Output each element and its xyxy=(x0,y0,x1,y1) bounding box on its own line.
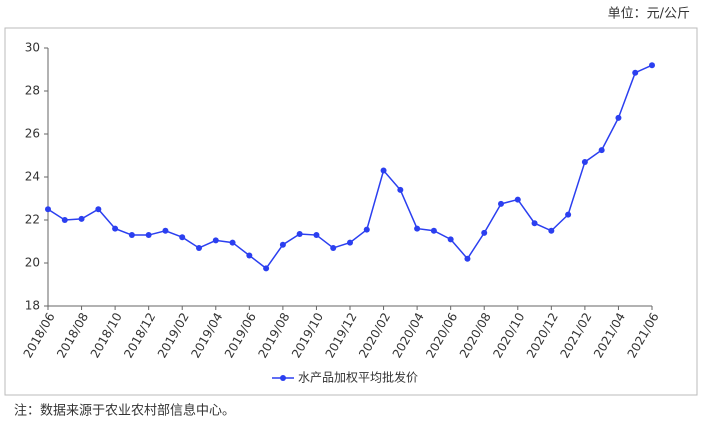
data-point xyxy=(279,241,286,248)
data-point xyxy=(45,206,51,213)
x-tick-label: 2019/08 xyxy=(255,310,292,360)
data-point xyxy=(565,211,572,218)
data-point xyxy=(548,227,555,234)
unit-label: 单位：元/公斤 xyxy=(608,7,690,22)
y-tick-label: 18 xyxy=(25,299,40,313)
data-line xyxy=(47,64,653,270)
y-tick-label: 24 xyxy=(25,170,40,184)
legend-label: 水产品加权平均批发价 xyxy=(298,370,418,385)
x-tick-label: 2021/04 xyxy=(591,310,628,360)
x-tick-label: 2020/04 xyxy=(390,310,427,360)
data-point xyxy=(347,239,353,246)
data-point xyxy=(296,230,303,237)
y-tick-label: 30 xyxy=(25,41,40,55)
data-point xyxy=(179,234,186,241)
x-tick-label: 2019/04 xyxy=(188,310,225,360)
data-point xyxy=(615,114,622,121)
data-point xyxy=(112,225,119,232)
footnote: 注：数据来源于农业农村部信息中心。 xyxy=(14,403,235,419)
x-tick-label: 2021/02 xyxy=(557,310,594,360)
data-point xyxy=(263,265,270,272)
data-point xyxy=(498,200,504,207)
data-point xyxy=(313,232,320,239)
y-tick-label: 22 xyxy=(25,213,40,227)
data-point xyxy=(581,158,588,165)
x-tick-label: 2020/02 xyxy=(356,310,393,360)
data-point xyxy=(61,217,68,223)
data-point xyxy=(145,232,152,239)
data-point xyxy=(514,196,521,203)
x-tick-label: 2020/10 xyxy=(490,310,527,360)
x-tick-label: 2018/10 xyxy=(88,310,125,360)
data-point xyxy=(363,226,370,233)
x-tick-label: 2019/10 xyxy=(289,310,326,360)
data-point xyxy=(128,232,135,239)
data-point xyxy=(531,220,538,227)
x-tick-label: 2019/06 xyxy=(222,310,259,360)
data-point xyxy=(196,244,202,251)
y-tick-label: 20 xyxy=(25,256,40,270)
data-point xyxy=(430,227,437,234)
y-tick-label: 28 xyxy=(25,84,40,98)
data-point xyxy=(447,236,454,243)
data-point xyxy=(330,244,337,251)
x-tick-label: 2019/02 xyxy=(155,310,192,360)
x-tick-label: 2018/06 xyxy=(21,310,58,360)
data-point xyxy=(632,69,639,76)
data-point xyxy=(95,206,102,213)
x-tick-label: 2021/06 xyxy=(625,310,662,360)
data-point xyxy=(464,255,471,262)
x-tick-label: 2020/06 xyxy=(423,310,460,360)
y-tick-label: 26 xyxy=(25,127,40,141)
data-point xyxy=(229,239,236,246)
x-tick-label: 2018/12 xyxy=(121,310,158,360)
data-point xyxy=(212,237,219,244)
data-point xyxy=(649,62,655,69)
data-point xyxy=(598,147,605,154)
data-point xyxy=(414,225,421,232)
data-point xyxy=(246,252,253,259)
x-tick-label: 2020/12 xyxy=(524,310,561,360)
data-point xyxy=(397,186,404,193)
x-tick-label: 2019/12 xyxy=(323,310,360,360)
chart-frame xyxy=(4,27,698,396)
x-tick-label: 2020/08 xyxy=(457,310,494,360)
data-point xyxy=(162,227,169,234)
legend-marker xyxy=(280,375,286,381)
x-tick-label: 2018/08 xyxy=(54,310,91,360)
data-point xyxy=(78,215,85,222)
data-point xyxy=(481,229,488,236)
data-point xyxy=(380,167,387,174)
